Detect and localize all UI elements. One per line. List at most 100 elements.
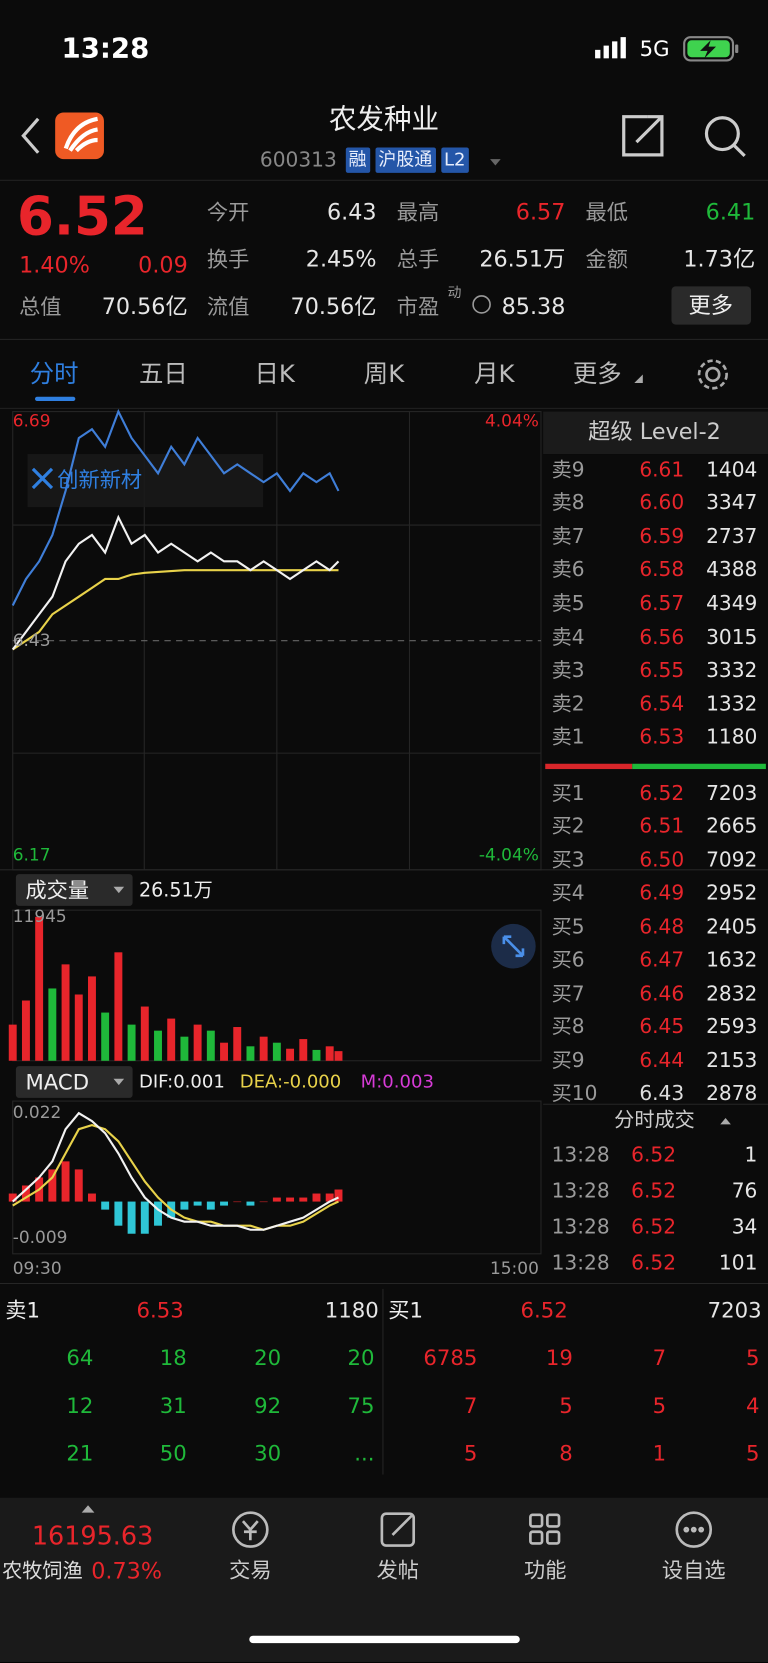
book-volume: 2878 xyxy=(706,1081,758,1106)
line-average xyxy=(12,569,339,651)
queue-order: 4 xyxy=(746,1392,760,1419)
macd-dif_values xyxy=(12,1111,339,1231)
book-label: 卖6 xyxy=(551,558,585,582)
pct-label: 4.04% xyxy=(484,410,539,431)
level2-header xyxy=(543,411,768,455)
book-price: 6.58 xyxy=(639,558,685,582)
book-label: 卖8 xyxy=(551,491,585,515)
tab[interactable]: 周K xyxy=(363,360,405,389)
pct-label: -4.04% xyxy=(478,844,539,865)
share-button[interactable] xyxy=(622,115,664,157)
volume-bar xyxy=(299,1039,308,1061)
macd-bar xyxy=(286,1197,295,1202)
search-button[interactable] xyxy=(704,116,746,158)
y-tick-label: -0.009 xyxy=(12,1227,68,1248)
book-volume: 2665 xyxy=(706,814,758,839)
stock-code: 600313 xyxy=(259,148,337,172)
tab[interactable]: 分时 xyxy=(29,360,79,389)
index-change[interactable]: 0.73% xyxy=(91,1557,162,1584)
volume-bar xyxy=(206,1030,215,1061)
queue-order: 5 xyxy=(559,1392,573,1419)
queue-order: 21 xyxy=(66,1440,94,1466)
macd-bar xyxy=(127,1201,136,1234)
back-button[interactable] xyxy=(21,117,40,154)
macd-label[interactable]: MACD xyxy=(25,1069,90,1095)
nav-item[interactable]: 发帖 xyxy=(376,1557,420,1583)
volume-bar xyxy=(193,1024,202,1061)
field-label: 金额 xyxy=(585,246,628,272)
queue-volume: 1180 xyxy=(324,1297,379,1323)
volume-label[interactable]: 成交量 xyxy=(25,877,90,903)
tag: L2 xyxy=(440,147,469,173)
book-volume: 1632 xyxy=(706,948,758,972)
tab[interactable]: 五日 xyxy=(138,360,188,389)
book-label: 买6 xyxy=(551,948,585,972)
queue-order: 6785 xyxy=(423,1345,478,1371)
overlay-close[interactable] xyxy=(31,467,54,490)
book-price: 6.44 xyxy=(639,1048,685,1072)
volume-bar xyxy=(8,1024,17,1061)
nav-item[interactable]: 功能 xyxy=(524,1557,567,1583)
nav-item[interactable]: 设自选 xyxy=(661,1557,726,1583)
queue-order: 31 xyxy=(159,1392,187,1419)
volume-selector[interactable] xyxy=(15,874,133,906)
book-label: 买1 xyxy=(551,781,585,805)
info-icon xyxy=(472,295,491,314)
book-label: 买5 xyxy=(551,914,585,939)
macd-selector[interactable] xyxy=(15,1066,133,1098)
tab[interactable]: 更多 xyxy=(572,360,622,389)
book-volume: 4349 xyxy=(706,591,758,616)
index-name[interactable]: 农牧饲渔 xyxy=(2,1558,83,1583)
expand-icon xyxy=(502,935,525,958)
volume-bar xyxy=(127,1024,136,1061)
overlay-box xyxy=(27,454,264,508)
trade-time: 13:28 xyxy=(551,1215,610,1240)
volume-bar xyxy=(140,1006,149,1061)
change: 0.09 xyxy=(138,251,188,278)
book-label: 卖7 xyxy=(551,524,585,549)
change-pct: 1.40% xyxy=(19,251,90,278)
queue-order: 64 xyxy=(66,1345,94,1371)
queue-label: 买1 xyxy=(388,1297,423,1323)
queue-order: 19 xyxy=(545,1345,573,1371)
book-label: 卖3 xyxy=(551,658,585,683)
volume-bar xyxy=(154,1030,162,1061)
macd-bar xyxy=(61,1161,70,1202)
tab[interactable]: 月K xyxy=(474,360,515,389)
field-label: 市盈 xyxy=(396,293,440,320)
more-button[interactable]: 更多 xyxy=(688,292,733,318)
tab[interactable]: 日K xyxy=(254,360,295,389)
y-tick-label: 11945 xyxy=(12,906,67,927)
settings-button[interactable] xyxy=(697,359,728,390)
field-label: 总值 xyxy=(19,293,62,320)
book-price: 6.54 xyxy=(639,692,685,716)
book-label: 买10 xyxy=(551,1081,598,1106)
trades-title: 分时成交 xyxy=(614,1107,695,1132)
more-button[interactable] xyxy=(671,286,752,325)
field-value: 1.73亿 xyxy=(683,245,756,272)
macd-bar xyxy=(101,1201,110,1210)
queue-order: 75 xyxy=(347,1392,375,1419)
queue-order: 7 xyxy=(652,1345,667,1371)
index-arrow xyxy=(81,1505,95,1513)
macd-bar xyxy=(325,1193,334,1202)
macd-bar xyxy=(272,1197,281,1202)
macd-bar xyxy=(312,1193,321,1202)
book-price: 6.56 xyxy=(639,625,685,649)
trade-time: 13:28 xyxy=(551,1179,610,1203)
trade-time: 13:28 xyxy=(551,1142,610,1167)
book-price: 6.45 xyxy=(639,1015,685,1039)
home-indicator xyxy=(249,1635,520,1644)
dea-label: DEA:-0.000 xyxy=(239,1071,342,1093)
index-value[interactable]: 16195.63 xyxy=(31,1521,154,1551)
queue-price: 6.53 xyxy=(136,1297,184,1323)
tag-dropdown[interactable] xyxy=(490,159,501,166)
tag: 沪股通 xyxy=(375,147,436,173)
trade-price: 6.52 xyxy=(631,1252,677,1276)
y-tick-label: 0.022 xyxy=(12,1102,62,1123)
book-price: 6.49 xyxy=(639,881,685,905)
nav-item[interactable]: 交易 xyxy=(229,1557,272,1583)
book-volume: 7203 xyxy=(706,781,758,805)
book-price: 6.52 xyxy=(639,781,685,805)
book-price: 6.61 xyxy=(639,457,685,482)
